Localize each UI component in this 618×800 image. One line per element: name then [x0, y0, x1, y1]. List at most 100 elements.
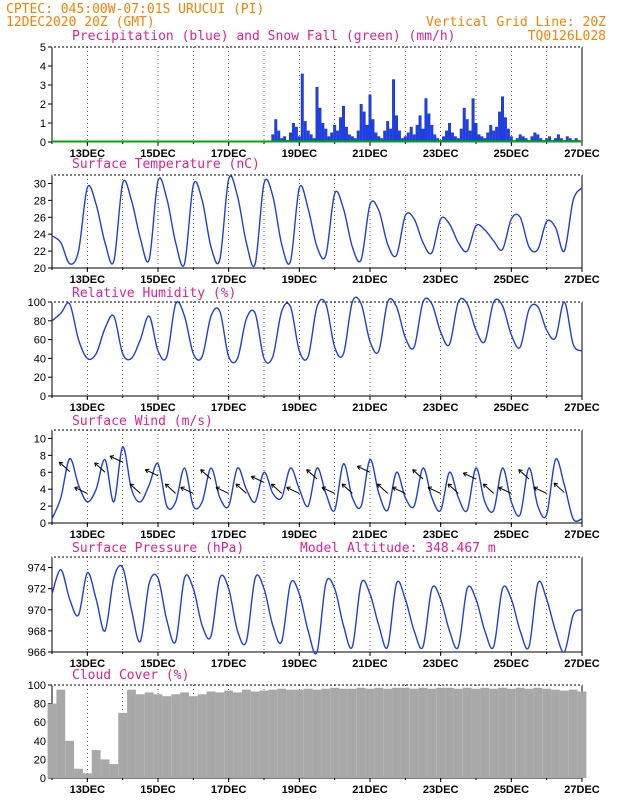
precip-bar	[392, 79, 396, 142]
wind-arrow-head	[129, 483, 135, 486]
wind-arrow-head	[553, 482, 556, 488]
precip-bar	[389, 128, 393, 142]
y-tick-label: 0	[40, 137, 46, 149]
x-tick-label: 15DEC	[140, 658, 176, 670]
precip-bar	[291, 123, 295, 142]
humidity-title: Relative Humidity (%)	[72, 286, 236, 301]
precip-bar	[280, 138, 284, 142]
precip-bar	[374, 132, 378, 142]
precip-bar	[424, 98, 428, 142]
precip-bar	[353, 138, 357, 142]
x-tick-label: 25DEC	[494, 274, 530, 286]
precip-bar	[495, 126, 499, 142]
cloud-bar	[206, 691, 216, 778]
precip-bar	[556, 134, 560, 142]
precip-bar	[356, 130, 360, 142]
y-tick-label: 966	[28, 647, 46, 659]
cloud-bar	[568, 689, 578, 778]
wind-arrow-head	[553, 482, 559, 485]
y-tick-label: 2	[40, 99, 46, 111]
wind-arrow-head	[462, 472, 466, 477]
x-tick-label: 27DEC	[564, 784, 600, 796]
precip-bar	[347, 134, 351, 142]
precip-bar	[339, 117, 343, 142]
y-tick-label: 5	[40, 42, 46, 54]
precip-bar	[371, 119, 375, 142]
y-tick-label: 80	[34, 699, 46, 711]
wind-arrow	[553, 482, 565, 493]
cloud-bar	[56, 689, 66, 778]
wind-arrow-head	[306, 469, 311, 471]
y-tick-label: 40	[34, 736, 46, 748]
precip-bar	[474, 123, 478, 142]
y-tick-label: 972	[28, 584, 46, 596]
wind-arrow-head	[271, 483, 276, 486]
panel-frame	[51, 556, 583, 653]
cloud-bar	[241, 689, 251, 778]
cloud-bar	[188, 696, 198, 778]
cloud-bar	[383, 688, 393, 778]
wind-arrow	[94, 462, 106, 473]
cloud-bar	[224, 690, 234, 778]
wind-arrow	[447, 483, 459, 494]
cloud-bar	[109, 764, 119, 778]
wind-arrow-head	[447, 483, 450, 488]
wind-arrow	[341, 483, 353, 494]
precip-bar	[318, 107, 322, 142]
wind-arrow	[74, 486, 88, 494]
cloud-bar	[65, 740, 75, 778]
cloud-bar	[330, 687, 340, 778]
precip-bar	[559, 138, 563, 142]
precip-bar	[445, 130, 449, 142]
y-tick-label: 4	[40, 484, 46, 496]
precip-bar	[386, 121, 390, 142]
wind-arrow	[271, 483, 283, 494]
precip-bar	[336, 130, 340, 142]
x-tick-label: 15DEC	[140, 529, 176, 541]
header-date: 12DEC2020 20Z (GMT)	[6, 15, 155, 30]
cloud-bar	[118, 712, 128, 778]
x-tick-label: 25DEC	[494, 148, 530, 160]
precip-bar	[300, 73, 304, 142]
precip-bar	[415, 124, 419, 142]
y-tick-label: 20	[34, 263, 46, 275]
wind-arrow-head	[412, 469, 415, 474]
x-tick-label: 23DEC	[423, 784, 459, 796]
wind-arrow-head	[144, 469, 148, 474]
wind-arrow	[286, 486, 300, 494]
wind-arrow-head	[215, 487, 219, 492]
wind-arrow	[109, 455, 123, 463]
x-tick-label: 15DEC	[140, 402, 176, 414]
x-tick-label: 19DEC	[282, 784, 318, 796]
precip-bar	[533, 132, 537, 142]
cloud-bar	[74, 768, 83, 778]
precip-bar	[568, 138, 572, 142]
precip-bar	[565, 136, 569, 142]
panel-frame	[51, 174, 583, 269]
cloud-bar	[427, 688, 437, 778]
x-tick-label: 21DEC	[352, 658, 388, 670]
precip-bar	[418, 115, 422, 142]
cloud-bar	[551, 689, 560, 778]
wind-arrow-head	[58, 461, 61, 467]
y-tick-label: 40	[34, 353, 46, 365]
y-tick-label: 1	[40, 118, 46, 130]
precip-bar	[342, 105, 345, 142]
cloud-bar	[400, 687, 410, 778]
precip-bar	[368, 94, 372, 142]
y-tick-label: 6	[40, 467, 46, 479]
precip-bar	[406, 132, 410, 142]
wind-arrow-head	[74, 487, 78, 492]
cloud-bar	[100, 759, 110, 778]
precip-bar	[448, 123, 451, 142]
x-tick-label: 13DEC	[70, 402, 106, 414]
cloud-bar	[277, 688, 287, 778]
precip-bar	[459, 128, 463, 142]
cloud-bar	[409, 688, 419, 778]
cloud-bar	[171, 694, 181, 778]
precip-bar	[450, 132, 454, 142]
cloud-bar	[471, 688, 481, 778]
precip-bar	[539, 138, 543, 142]
precip-bar	[327, 136, 331, 142]
wind-arrow	[412, 469, 424, 480]
